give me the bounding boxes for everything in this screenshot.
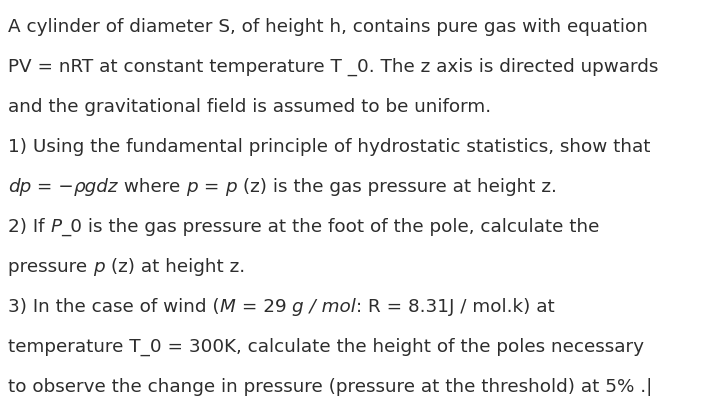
Text: =: = [198, 178, 225, 196]
Text: g / mol: g / mol [292, 298, 356, 316]
Text: where: where [118, 178, 186, 196]
Text: (z) is the gas pressure at height z.: (z) is the gas pressure at height z. [237, 178, 557, 196]
Text: temperature T_0 = 300K, calculate the height of the poles necessary: temperature T_0 = 300K, calculate the he… [8, 338, 644, 356]
Text: p: p [225, 178, 237, 196]
Text: = −: = − [31, 178, 74, 196]
Text: p: p [186, 178, 198, 196]
Text: (z) at height z.: (z) at height z. [105, 258, 245, 276]
Text: p: p [93, 258, 105, 276]
Text: P: P [51, 218, 61, 236]
Text: 3) In the case of wind (: 3) In the case of wind ( [8, 298, 219, 316]
Text: and the gravitational field is assumed to be uniform.: and the gravitational field is assumed t… [8, 98, 491, 116]
Text: ρgdz: ρgdz [74, 178, 118, 196]
Text: A cylinder of diameter S, of height h, contains pure gas with equation: A cylinder of diameter S, of height h, c… [8, 18, 648, 36]
Text: to observe the change in pressure (pressure at the threshold) at 5% .|: to observe the change in pressure (press… [8, 378, 653, 396]
Text: : R = 8.31J / mol.k) at: : R = 8.31J / mol.k) at [356, 298, 554, 316]
Text: _0 is the gas pressure at the foot of the pole, calculate the: _0 is the gas pressure at the foot of th… [61, 218, 600, 236]
Text: = 29: = 29 [235, 298, 292, 316]
Text: PV = nRT at constant temperature T _0. The z axis is directed upwards: PV = nRT at constant temperature T _0. T… [8, 58, 658, 76]
Text: 2) If: 2) If [8, 218, 51, 236]
Text: dp: dp [8, 178, 31, 196]
Text: M: M [219, 298, 235, 316]
Text: pressure: pressure [8, 258, 93, 276]
Text: 1) Using the fundamental principle of hydrostatic statistics, show that: 1) Using the fundamental principle of hy… [8, 138, 651, 156]
